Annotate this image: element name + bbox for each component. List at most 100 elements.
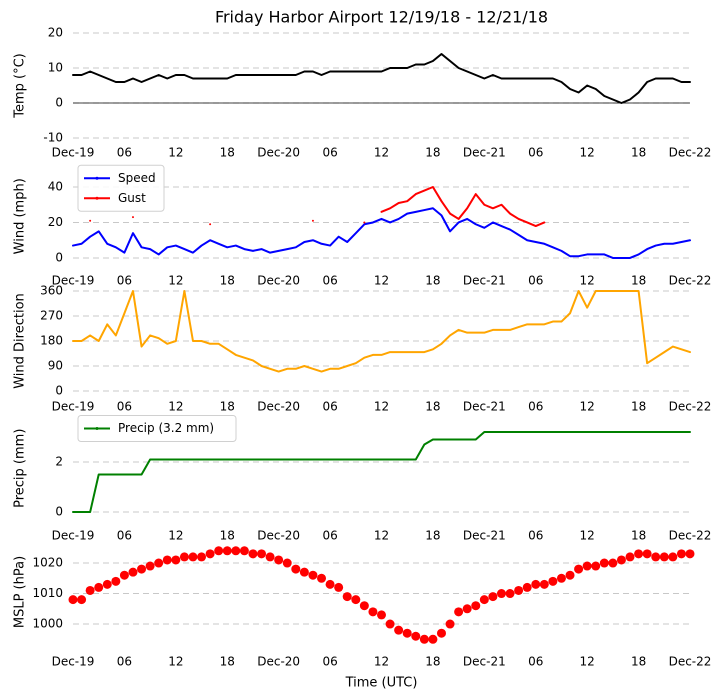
data-point — [282, 558, 292, 568]
data-point — [591, 561, 601, 571]
y-tick-label: 0 — [55, 96, 63, 110]
data-point — [582, 561, 592, 571]
x-tick-label: Dec-20 — [257, 529, 300, 543]
x-tick-label: Dec-21 — [463, 655, 506, 669]
legend-label: Gust — [118, 191, 146, 205]
data-point — [274, 555, 284, 565]
y-axis-label: Precip (mm) — [13, 429, 28, 508]
data-point — [377, 610, 386, 620]
data-point — [325, 579, 335, 589]
data-point — [659, 552, 669, 562]
x-tick-label: 06 — [322, 146, 337, 160]
y-tick-label: 20 — [48, 26, 63, 40]
y-tick-label: 20 — [48, 215, 63, 229]
legend: Speed Gust — [77, 164, 165, 212]
chart-title: Friday Harbor Airport 12/19/18 - 12/21/1… — [215, 8, 548, 27]
x-tick-label: 12 — [374, 655, 389, 669]
x-tick-label: 06 — [528, 146, 543, 160]
x-tick-label: 18 — [631, 146, 646, 160]
data-point — [531, 579, 541, 589]
data-point — [651, 552, 661, 562]
data-line — [72, 431, 691, 513]
legend-marker — [95, 196, 99, 200]
y-axis-label: Wind Direction — [13, 293, 28, 389]
data-point — [411, 631, 421, 641]
x-tick-label: 06 — [322, 655, 337, 669]
data-point — [616, 555, 626, 565]
data-point — [394, 625, 404, 635]
x-tick-label: 06 — [322, 529, 337, 543]
y-tick-label: 180 — [40, 334, 63, 348]
x-tick-label: 06 — [117, 274, 132, 288]
x-tick-label: 12 — [580, 655, 595, 669]
subplot: Wind Direction 0 90 180 270 360 Dec-19 06 12 18 De… — [13, 284, 712, 414]
x-tick-label: Dec-22 — [669, 529, 712, 543]
y-tick-label: 1010 — [32, 586, 63, 600]
y-tick-label: 270 — [40, 309, 63, 323]
data-point — [685, 549, 695, 559]
x-tick-label: 18 — [220, 400, 235, 414]
data-point — [676, 549, 686, 559]
y-tick-label: -10 — [43, 131, 63, 145]
x-tick-label: Dec-22 — [669, 655, 712, 669]
legend-label: Speed — [118, 171, 156, 185]
data-point — [385, 619, 395, 629]
legend: Precip (3.2 mm) — [77, 415, 237, 442]
data-point — [162, 555, 172, 565]
x-tick-label: 12 — [168, 655, 183, 669]
y-axis-label: Temp (°C) — [13, 53, 28, 119]
x-tick-label: Dec-21 — [463, 529, 506, 543]
data-line — [72, 53, 691, 104]
x-tick-label: 12 — [580, 146, 595, 160]
x-tick-label: 18 — [425, 655, 440, 669]
data-point — [479, 595, 489, 605]
x-tick-label: 18 — [425, 529, 440, 543]
x-tick-label: 18 — [425, 400, 440, 414]
legend-label: Precip (3.2 mm) — [118, 421, 214, 435]
data-point — [102, 579, 112, 589]
data-point — [668, 552, 678, 562]
x-tick-label: Dec-21 — [463, 400, 506, 414]
subplot: Precip (mm) 0 2 Dec-19 06 12 18 Dec-20 06 12 18 Dec… — [13, 415, 712, 543]
x-tick-label: Dec-22 — [669, 400, 712, 414]
data-point — [308, 570, 318, 580]
x-tick-label: 18 — [631, 274, 646, 288]
y-tick-label: 40 — [48, 179, 63, 193]
y-tick-label: 1000 — [32, 617, 63, 631]
data-point — [119, 570, 129, 580]
data-point — [154, 558, 164, 568]
data-line — [72, 207, 691, 259]
data-point — [257, 549, 267, 559]
data-point — [94, 582, 104, 592]
data-point — [454, 607, 464, 617]
data-point — [496, 589, 506, 599]
x-tick-label: 06 — [528, 529, 543, 543]
y-tick-label: 0 — [55, 384, 63, 398]
x-tick-label: Dec-19 — [52, 655, 95, 669]
data-point — [419, 634, 429, 644]
x-tick-label: 18 — [220, 655, 235, 669]
data-point — [522, 582, 532, 592]
subplot: Friday Harbor Airport 12/19/18 - 12/21/1… — [13, 8, 712, 160]
data-point — [505, 589, 515, 599]
data-point — [351, 595, 361, 605]
data-point — [317, 573, 327, 583]
data-point — [188, 552, 198, 562]
data-point — [231, 546, 241, 556]
data-point — [111, 576, 121, 586]
x-tick-label: 12 — [168, 400, 183, 414]
legend-box — [77, 415, 237, 442]
legend-marker — [95, 427, 99, 430]
data-point — [239, 546, 249, 556]
y-tick-label: 90 — [48, 359, 63, 373]
x-tick-label: 12 — [374, 274, 389, 288]
data-point — [145, 561, 155, 571]
x-tick-label: Dec-22 — [669, 274, 712, 288]
x-tick-label: 06 — [117, 655, 132, 669]
x-tick-label: 18 — [631, 655, 646, 669]
data-point — [462, 604, 472, 614]
data-point — [539, 579, 549, 589]
data-point — [77, 595, 87, 605]
x-tick-label: 12 — [374, 146, 389, 160]
data-point — [299, 567, 309, 577]
